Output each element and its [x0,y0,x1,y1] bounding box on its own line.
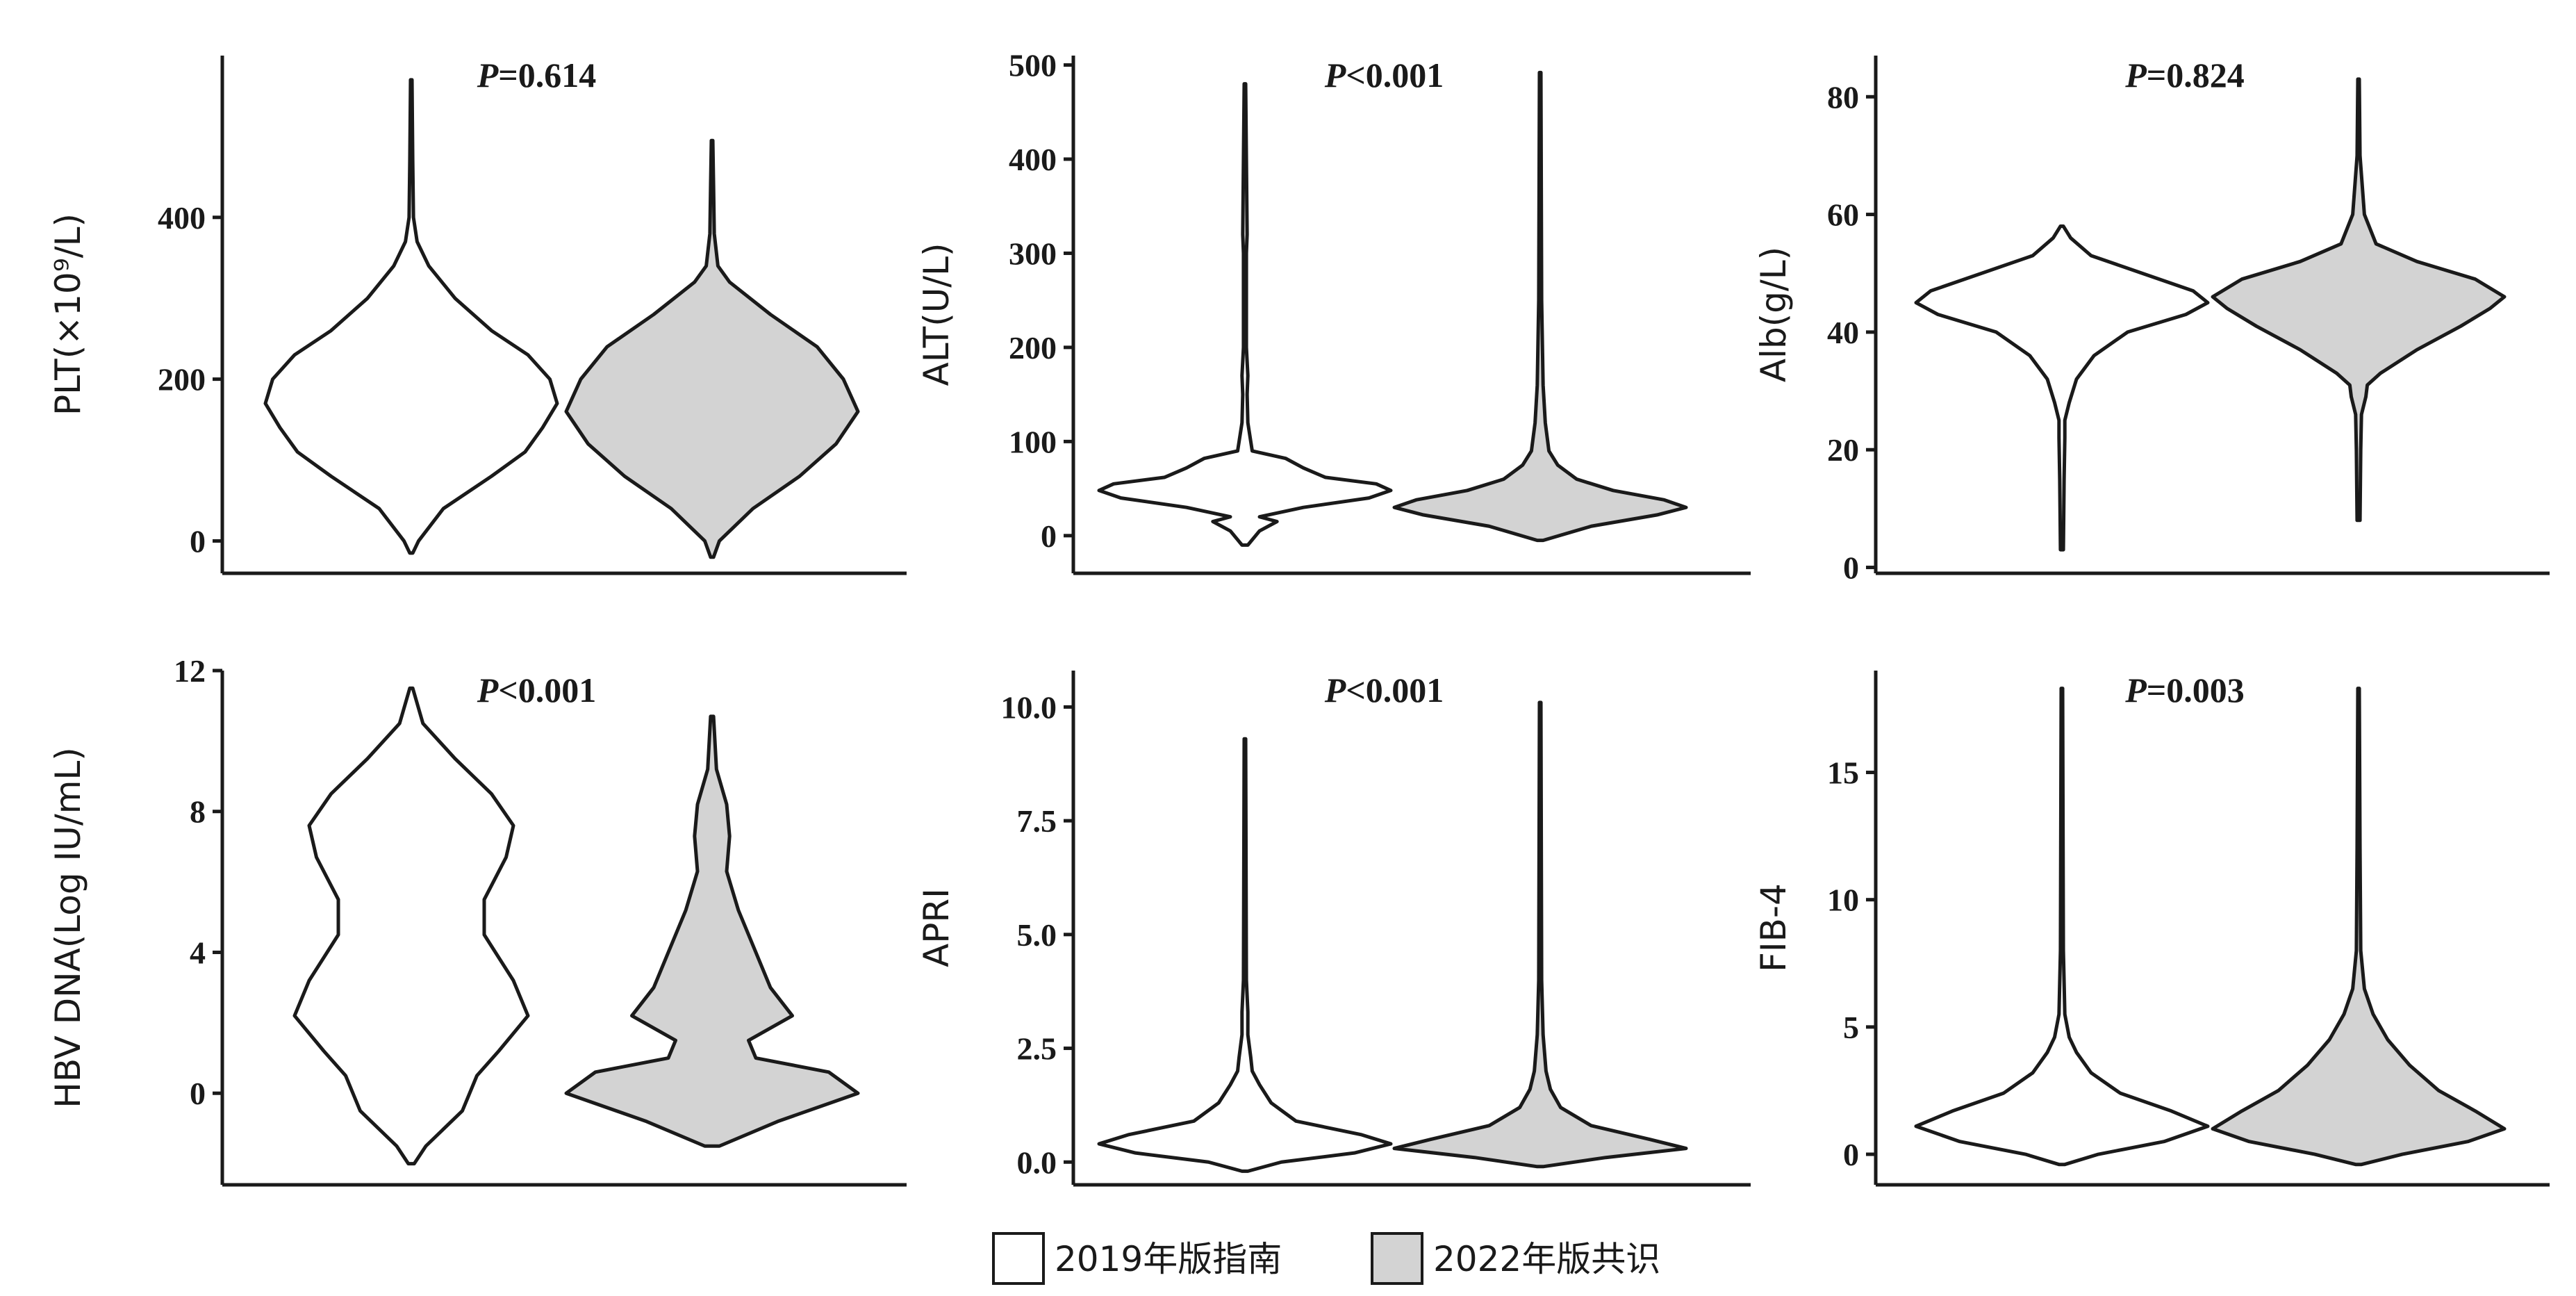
violin-hbv-dna-log-iu-ml-2019 [292,686,530,1166]
y-tick-label: 0 [1843,550,1859,586]
legend-label-2022: 2022年版共识 [1433,1239,1660,1279]
y-tick-label: 0 [190,1076,206,1111]
y-tick-label: 400 [158,200,206,236]
y-tick-label: 60 [1827,197,1859,233]
violin-hbv-dna-log-iu-ml-2022 [564,714,860,1148]
p-value-annotation: P<0.001 [477,671,597,709]
y-axis-title: Alb(g/L) [1753,247,1794,382]
p-value-annotation: P<0.001 [1324,56,1444,95]
y-tick-label: 12 [174,653,206,689]
y-tick-label: 0 [190,523,206,559]
violin-fib-4-2019 [1914,687,2210,1167]
y-tick-label: 5.0 [1017,917,1057,953]
y-tick-label: 7.5 [1017,803,1057,839]
legend-swatch-2019 [992,1232,1045,1285]
p-value-annotation: P<0.001 [1324,671,1444,709]
violin-alt-u-l-2022 [1392,70,1688,543]
p-value-annotation: P=0.003 [2124,671,2245,709]
y-tick-label: 2.5 [1017,1031,1057,1067]
p-value-annotation: P=0.824 [2124,56,2245,95]
y-tick-label: 10 [1827,883,1859,918]
y-tick-label: 400 [1009,142,1057,177]
y-tick-label: 10.0 [1001,689,1057,725]
panel-apri: 0.0 2.5 5.0 7.5 10.0 APRI P<0.001 [916,671,1751,1187]
y-tick-label: 80 [1827,79,1859,115]
y-tick-label: 200 [1009,330,1057,366]
violin-apri-2022 [1392,700,1688,1169]
violin-fib-4-2022 [2211,687,2507,1167]
y-tick-label: 0 [1843,1137,1859,1172]
legend-label-2019: 2019年版指南 [1055,1239,1282,1279]
y-axis-title: APRI [916,888,957,967]
y-tick-label: 500 [1009,48,1057,83]
violin-apri-2019 [1097,737,1393,1173]
panel-alt-u-l: 0 100 200 300 400 500 ALT(U/L) P<0.001 [916,48,1751,575]
y-axis-title: ALT(U/L) [916,243,957,386]
violin-plt-10-l-2019 [263,78,559,555]
panel-hbv-dna-log-iu-ml: 0 4 8 12 HBV DNA(Log IU/mL) P<0.001 [48,653,907,1187]
y-tick-label: 8 [190,794,206,830]
violin-plt-10-l-2022 [564,138,860,559]
y-axis-title: PLT(×10⁹/L) [48,213,88,416]
y-tick-label: 300 [1009,236,1057,271]
y-tick-label: 0.0 [1017,1145,1057,1180]
y-axis-title: HBV DNA(Log IU/mL) [48,747,88,1108]
legend: 2019年版指南 2022年版共识 [992,1232,1660,1285]
violin-alt-u-l-2019 [1097,82,1393,547]
y-tick-label: 15 [1827,755,1859,791]
violin-alb-g-l-2022 [2211,77,2507,523]
violin-alb-g-l-2019 [1914,224,2210,552]
y-tick-label: 100 [1009,424,1057,459]
y-tick-label: 5 [1843,1010,1859,1045]
panels: 0200400PLT(×10⁹/L)P=0.614010020030040050… [48,48,2550,1187]
p-value-annotation: P=0.614 [477,56,597,95]
y-tick-label: 200 [158,362,206,397]
panel-alb-g-l: 0 20 40 60 80 Alb(g/L) P=0.824 [1753,56,2550,586]
y-tick-label: 40 [1827,315,1859,350]
y-tick-label: 0 [1041,518,1057,554]
panel-plt-10-l: 0 200 400 PLT(×10⁹/L) P=0.614 [48,56,907,575]
panel-fib-4: 0 5 10 15 FIB-4 P=0.003 [1753,671,2550,1187]
y-tick-label: 4 [190,935,206,970]
y-axis-title: FIB-4 [1753,883,1794,972]
legend-swatch-2022 [1371,1232,1423,1285]
y-tick-label: 20 [1827,432,1859,468]
